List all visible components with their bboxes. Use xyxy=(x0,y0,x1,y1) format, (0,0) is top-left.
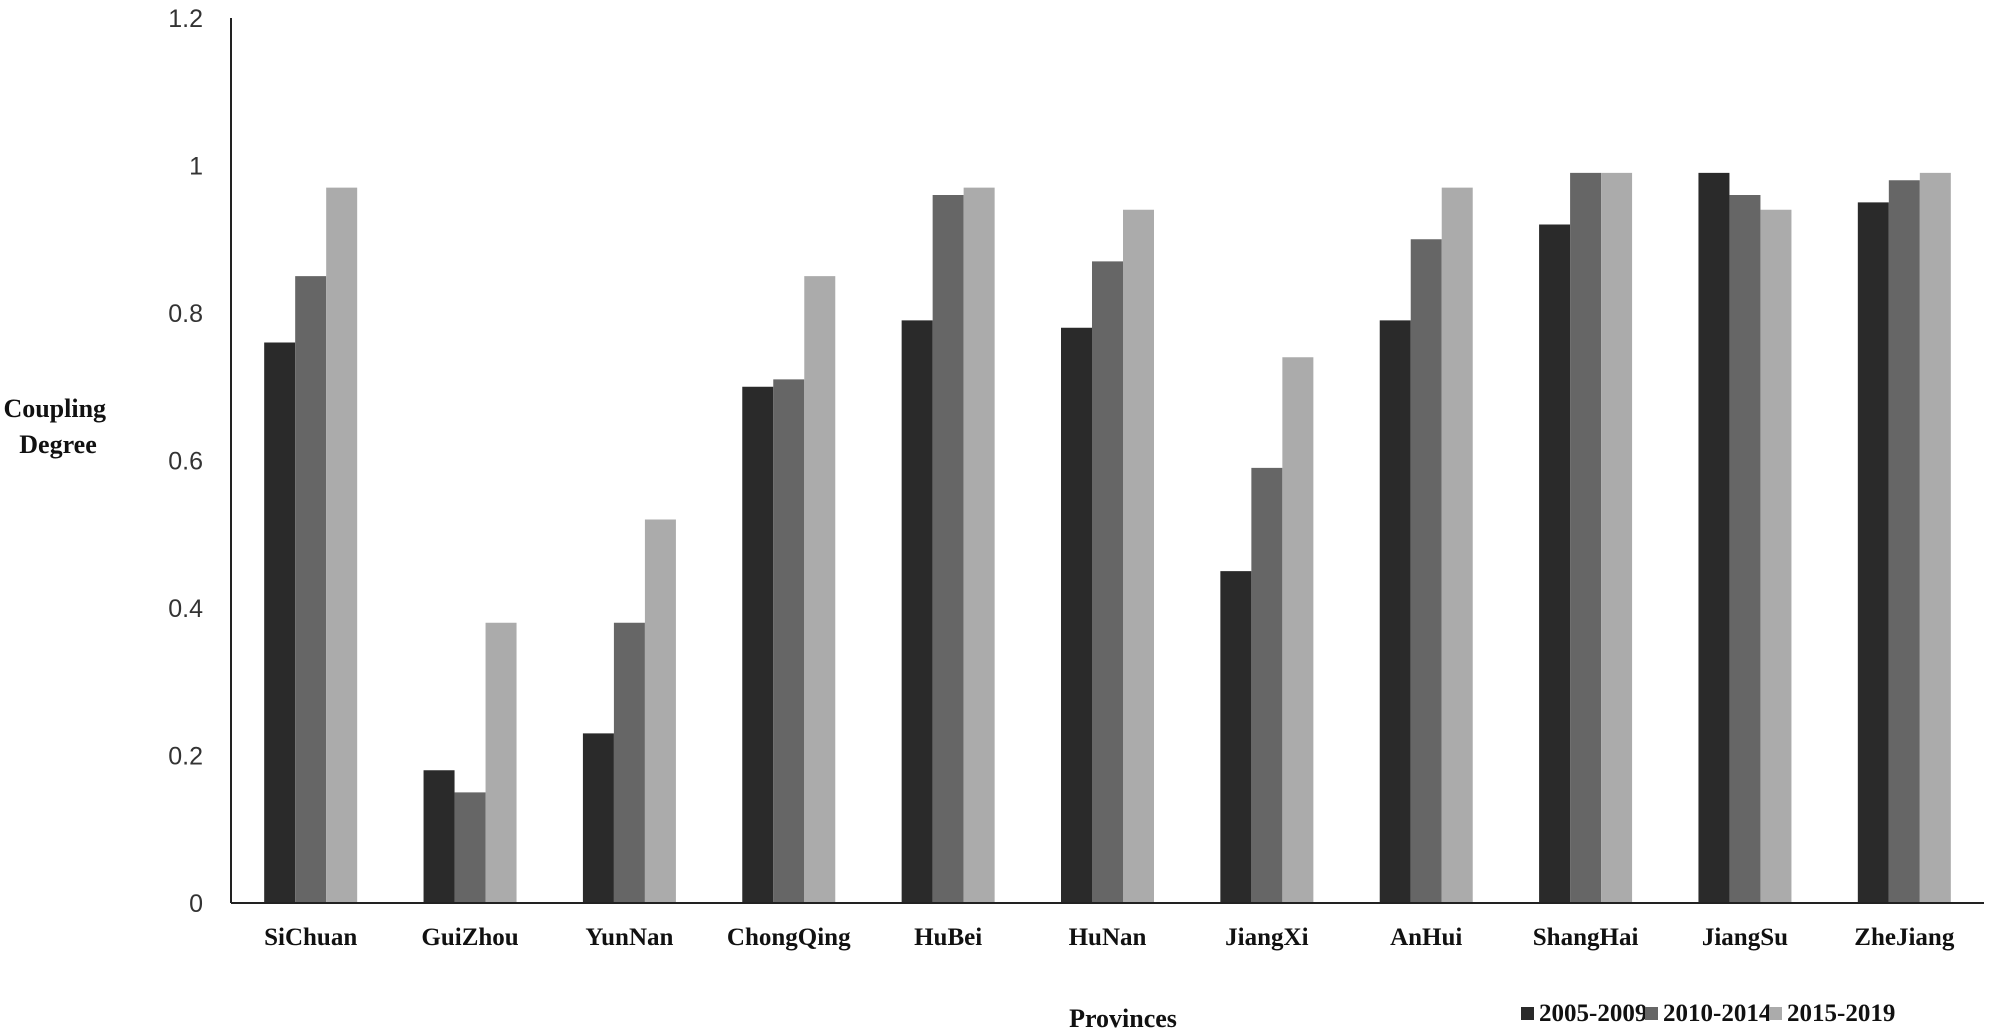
legend-label: 2005-2009 xyxy=(1539,1000,1647,1027)
legend-swatch xyxy=(1521,1007,1534,1020)
legend-item: 2005-2009 xyxy=(1521,1000,1647,1027)
bar-sichuan-2005-2009 xyxy=(264,342,296,903)
bar-hunan-2015-2019 xyxy=(1123,209,1154,903)
x-category-label: ChongQing xyxy=(727,924,851,951)
y-axis-ticks: 0 0.2 0.4 0.6 0.8 1 1.2 xyxy=(168,5,203,918)
x-category-label: JiangSu xyxy=(1702,924,1788,951)
x-axis-category-labels: SiChuan GuiZhou YunNan ChongQing HuBei HuNan J… xyxy=(264,924,1955,951)
bar-guizhou-2010-2014 xyxy=(454,792,486,904)
bar-chongqing-2010-2014 xyxy=(773,379,805,904)
bar-jiangsu-2010-2014 xyxy=(1729,195,1761,903)
bar-yunnan-2010-2014 xyxy=(613,622,645,903)
bar-shanghai-2005-2009 xyxy=(1539,224,1571,903)
bar-jiangxi-2010-2014 xyxy=(1251,467,1283,904)
legend-swatch xyxy=(1645,1007,1658,1020)
bar-hunan-2005-2009 xyxy=(1061,327,1092,903)
bar-sichuan-2015-2019 xyxy=(326,187,358,904)
x-category-label: ShangHai xyxy=(1533,924,1639,951)
x-category-label: JiangXi xyxy=(1225,924,1308,951)
x-category-label: AnHui xyxy=(1390,924,1462,951)
y-axis-title: Coupling Degree xyxy=(3,394,112,459)
bar-anhui-2010-2014 xyxy=(1410,239,1442,903)
y-tick-label: 0.4 xyxy=(168,595,203,623)
y-tick-label: 0 xyxy=(189,890,203,918)
bar-yunnan-2015-2019 xyxy=(644,519,676,903)
bar-shanghai-2015-2019 xyxy=(1601,172,1633,903)
y-tick-label: 0.6 xyxy=(168,448,203,476)
legend: 2005-2009 2010-2014 2015-2019 xyxy=(1521,1000,1895,1027)
bar-zhejiang-2010-2014 xyxy=(1888,180,1920,903)
x-category-label: HuNan xyxy=(1069,924,1147,951)
y-axis-title-line-2: Degree xyxy=(19,430,96,459)
bar-jiangsu-2005-2009 xyxy=(1698,172,1730,903)
bar-jiangxi-2015-2019 xyxy=(1282,357,1314,903)
x-category-label: SiChuan xyxy=(264,924,357,951)
x-category-label: GuiZhou xyxy=(421,924,518,951)
bar-hubei-2005-2009 xyxy=(901,320,933,903)
legend-label: 2015-2019 xyxy=(1787,1000,1895,1027)
bar-chongqing-2015-2019 xyxy=(804,276,836,904)
legend-swatch xyxy=(1769,1007,1782,1020)
bar-guizhou-2005-2009 xyxy=(423,770,455,903)
legend-item: 2015-2019 xyxy=(1769,1000,1895,1027)
bar-hubei-2015-2019 xyxy=(963,187,995,904)
bar-hubei-2010-2014 xyxy=(932,195,964,903)
legend-label: 2010-2014 xyxy=(1663,1000,1772,1027)
bar-yunnan-2005-2009 xyxy=(582,733,614,904)
bar-hunan-2010-2014 xyxy=(1092,261,1123,904)
y-tick-label: 1 xyxy=(189,153,203,181)
bar-jiangxi-2005-2009 xyxy=(1220,571,1252,904)
x-category-label: ZheJiang xyxy=(1854,924,1955,951)
y-tick-label: 0.2 xyxy=(168,743,203,771)
y-axis-title-line-1: Coupling xyxy=(3,394,106,423)
bar-sichuan-2010-2014 xyxy=(295,276,327,904)
x-category-label: YunNan xyxy=(585,924,673,951)
bar-anhui-2005-2009 xyxy=(1379,320,1411,903)
bar-zhejiang-2005-2009 xyxy=(1857,202,1889,904)
bar-chongqing-2005-2009 xyxy=(742,386,774,903)
x-axis-title: Provinces xyxy=(1069,1004,1177,1029)
bar-zhejiang-2015-2019 xyxy=(1919,172,1951,903)
y-tick-label: 0.8 xyxy=(168,300,203,328)
bar-anhui-2015-2019 xyxy=(1441,187,1473,904)
x-category-label: HuBei xyxy=(914,924,982,951)
bar-jiangsu-2015-2019 xyxy=(1760,209,1792,903)
bar-guizhou-2015-2019 xyxy=(485,622,517,903)
bars xyxy=(264,172,1951,904)
bar-shanghai-2010-2014 xyxy=(1570,172,1602,903)
y-tick-label: 1.2 xyxy=(168,5,203,33)
legend-item: 2010-2014 xyxy=(1645,1000,1772,1027)
